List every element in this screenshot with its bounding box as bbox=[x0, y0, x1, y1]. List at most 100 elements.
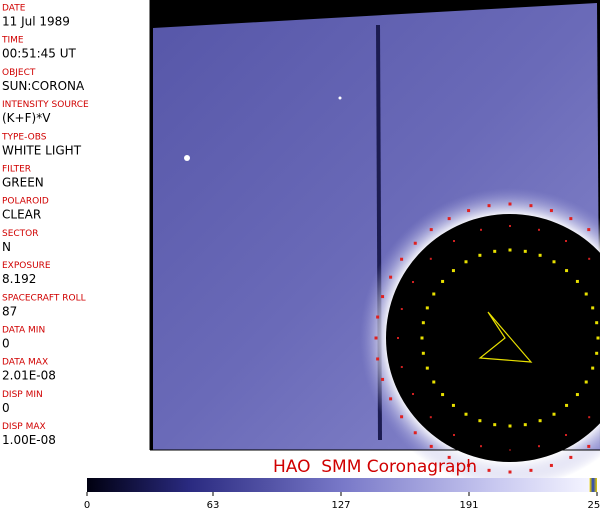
ring-dot bbox=[464, 412, 468, 416]
colorbar-tick-label: 0 bbox=[84, 500, 90, 511]
field-label: TIME bbox=[1, 36, 24, 46]
ring-dot bbox=[447, 455, 451, 459]
colorbar-tick-label: 127 bbox=[331, 500, 350, 511]
field-label: OBJECT bbox=[2, 68, 36, 78]
field-label: DISP MAX bbox=[2, 422, 46, 432]
ring-dot bbox=[591, 306, 595, 310]
ring-dot bbox=[467, 463, 471, 467]
field-value: SUN:CORONA bbox=[2, 79, 85, 93]
ring-dot bbox=[509, 225, 511, 227]
field-label: FILTER bbox=[2, 165, 31, 175]
ring-dot bbox=[413, 241, 417, 245]
ring-dot bbox=[493, 423, 497, 427]
ring-dot bbox=[537, 445, 540, 448]
field-value: 2.01E-08 bbox=[2, 369, 56, 383]
ring-dot bbox=[441, 393, 445, 397]
ring-dot bbox=[549, 209, 553, 213]
field-label: EXPOSURE bbox=[2, 261, 51, 271]
ring-dot bbox=[374, 336, 378, 340]
ring-dot bbox=[376, 315, 380, 319]
ring-dot bbox=[508, 424, 512, 428]
grid-dots bbox=[374, 202, 600, 474]
field-value: GREEN bbox=[2, 176, 44, 190]
ring-dot bbox=[538, 419, 542, 423]
ring-dot bbox=[421, 321, 425, 325]
ring-dot bbox=[397, 337, 399, 339]
field-label: TYPE-OBS bbox=[1, 132, 47, 142]
ring-dot bbox=[508, 470, 512, 474]
ring-dot bbox=[453, 433, 455, 436]
field-value: 0 bbox=[2, 401, 10, 415]
ring-dot bbox=[575, 279, 579, 283]
ring-dot bbox=[569, 217, 573, 221]
field-value: 11 Jul 1989 bbox=[2, 15, 70, 29]
ring-dot bbox=[429, 228, 433, 232]
field-label: DATE bbox=[2, 4, 26, 14]
ring-dot bbox=[376, 357, 380, 361]
colorbar-tick-label: 191 bbox=[459, 500, 478, 511]
field-value: 87 bbox=[2, 304, 17, 318]
ring-dot bbox=[432, 292, 436, 296]
ring-dot bbox=[587, 228, 591, 232]
overlay-outline bbox=[478, 311, 533, 363]
ring-dot bbox=[451, 269, 455, 273]
field-value: N bbox=[2, 240, 11, 254]
ring-dot bbox=[523, 249, 527, 253]
ring-dot bbox=[381, 377, 385, 381]
info-panel bbox=[0, 0, 150, 450]
ring-dot bbox=[467, 209, 471, 213]
ring-dot bbox=[537, 228, 540, 231]
ring-dot bbox=[478, 419, 482, 423]
field-value: 00:51:45 UT bbox=[2, 47, 76, 61]
colorbar-tick-label: 63 bbox=[207, 500, 220, 511]
ring-dot bbox=[441, 279, 445, 283]
ring-dot bbox=[565, 269, 569, 273]
ring-dot bbox=[565, 403, 569, 407]
ring-dot bbox=[595, 351, 599, 355]
ring-dot bbox=[529, 204, 533, 208]
ring-dot bbox=[575, 393, 579, 397]
image-title: HAO SMM Coronagraph bbox=[273, 457, 477, 477]
colorbar-tick-label: 255 bbox=[587, 500, 600, 511]
ring-dot bbox=[552, 412, 556, 416]
ring-dot bbox=[429, 444, 433, 448]
ring-dot bbox=[425, 306, 429, 310]
ring-dot bbox=[549, 463, 553, 467]
ring-dot bbox=[413, 431, 417, 435]
ring-dot bbox=[552, 260, 556, 264]
ring-dot bbox=[400, 257, 404, 261]
field-label: SECTOR bbox=[2, 229, 39, 239]
field-value: 8.192 bbox=[2, 272, 36, 286]
field-value: 1.00E-08 bbox=[2, 433, 56, 447]
ring-dot bbox=[464, 260, 468, 264]
ring-dot bbox=[584, 380, 588, 384]
ring-dot bbox=[381, 295, 385, 299]
field-label: INTENSITY SOURCE bbox=[2, 100, 89, 110]
ring-dot bbox=[538, 253, 542, 257]
field-label: POLAROID bbox=[2, 197, 49, 207]
ring-dot bbox=[569, 455, 573, 459]
ring-dot bbox=[565, 433, 567, 436]
field-label: DATA MAX bbox=[2, 358, 48, 368]
ring-dot bbox=[429, 257, 432, 260]
field-label: DISP MIN bbox=[2, 390, 43, 400]
star bbox=[338, 96, 342, 100]
ring-dot bbox=[451, 403, 455, 407]
field-label: SPACECRAFT ROLL bbox=[2, 293, 86, 303]
ring-dot bbox=[487, 204, 491, 208]
field-value: (K+F)*V bbox=[2, 111, 51, 125]
ring-dot bbox=[478, 253, 482, 257]
field-label: DATA MIN bbox=[2, 326, 45, 336]
ring-dot bbox=[447, 217, 451, 221]
ring-dot bbox=[587, 444, 591, 448]
ring-dot bbox=[565, 240, 567, 243]
ring-dot bbox=[412, 281, 415, 283]
ring-dot bbox=[588, 416, 591, 419]
occulting-disk bbox=[386, 214, 600, 462]
ring-dot bbox=[480, 445, 483, 448]
ring-dot bbox=[480, 228, 483, 231]
ring-dot bbox=[584, 292, 588, 296]
field-value: WHITE LIGHT bbox=[2, 143, 82, 157]
ring-dot bbox=[487, 468, 491, 472]
